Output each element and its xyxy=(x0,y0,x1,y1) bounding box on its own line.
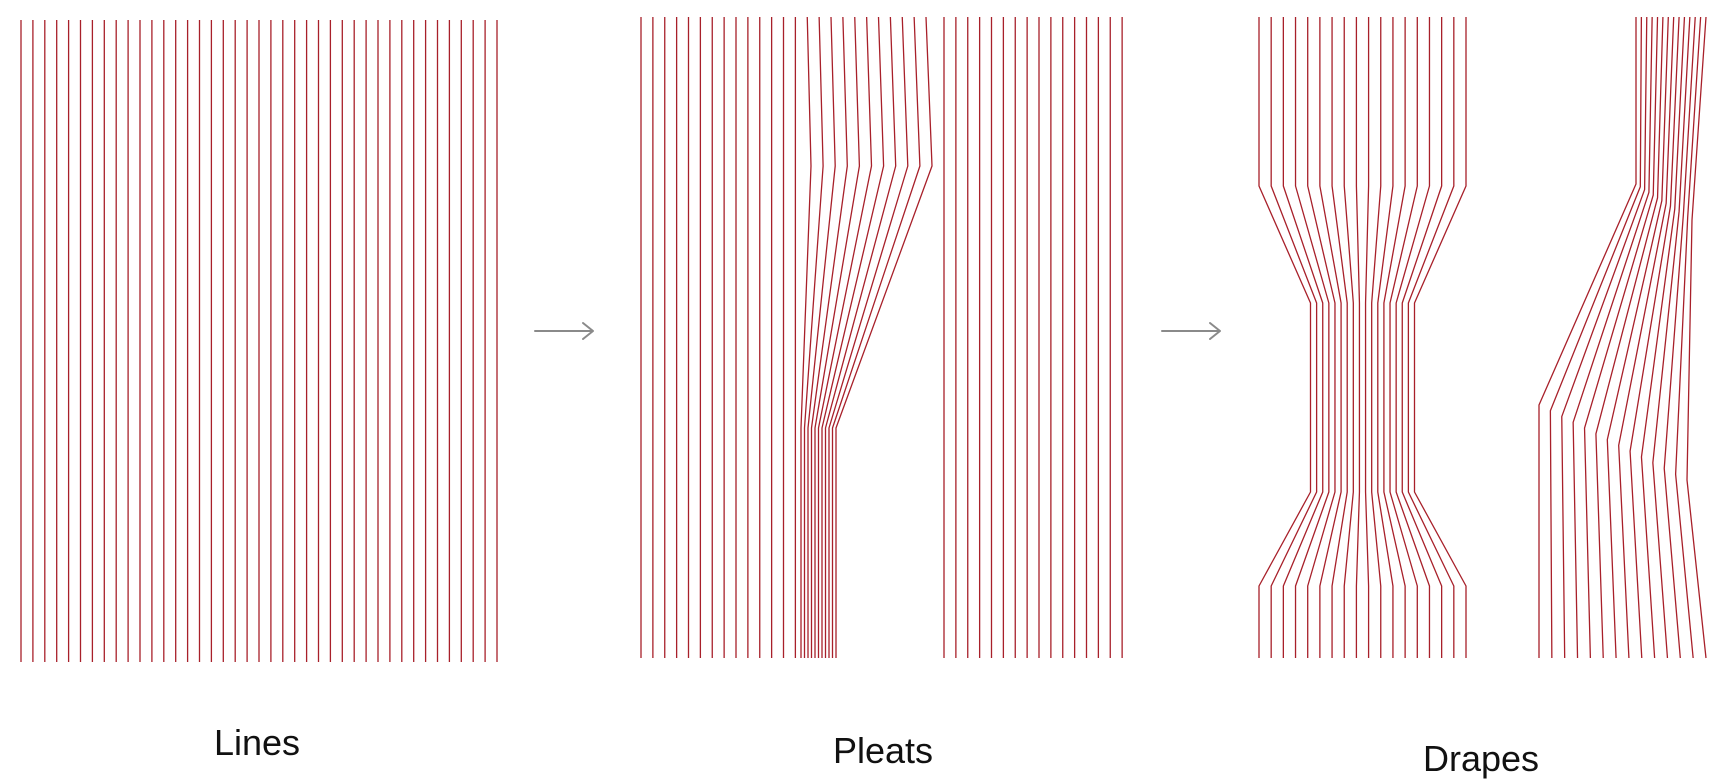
drapes-stripe xyxy=(1355,17,1361,658)
pleats-panel xyxy=(640,16,1123,658)
drapes-stripe xyxy=(1343,17,1354,658)
pleats-stripe xyxy=(835,16,933,658)
pleats-stripe xyxy=(800,16,812,658)
drapes-stripe xyxy=(1389,17,1418,658)
lines-panel xyxy=(20,20,498,662)
arrow-lines-to-pleats xyxy=(534,322,594,340)
drapes-stripe xyxy=(1270,17,1318,658)
drapes-stripe xyxy=(1401,17,1443,658)
drapes-stripe xyxy=(1583,16,1659,659)
drapes-stripe xyxy=(1407,17,1455,658)
drapes-stripe xyxy=(1561,16,1648,659)
pleats-stripe xyxy=(807,16,836,658)
drapes-stripe xyxy=(1663,16,1696,659)
drapes-stripe xyxy=(1395,17,1431,658)
pleats-stripe xyxy=(821,16,885,658)
drapes-stripe xyxy=(1549,16,1643,659)
drapes-stripe xyxy=(1371,17,1382,658)
pleats-stripe xyxy=(828,16,909,658)
drapes-stripe xyxy=(1674,16,1702,659)
pleats-stripe xyxy=(810,16,848,658)
drapes-stripe xyxy=(1686,16,1707,659)
drapes-stripe xyxy=(1331,17,1348,658)
pleats-stripe xyxy=(814,16,861,658)
drapes-right-group xyxy=(1538,16,1707,659)
drapes-stripe xyxy=(1629,16,1680,659)
drapes-stripe xyxy=(1606,16,1669,659)
pleats-stripe xyxy=(803,16,824,658)
drapes-stripe xyxy=(1294,17,1330,658)
drapes-stripe xyxy=(1572,16,1653,659)
drapes-stripe xyxy=(1364,17,1370,658)
drapes-stripe xyxy=(1652,16,1691,659)
drapes-stripe xyxy=(1282,17,1324,658)
panel-label-drapes: Drapes xyxy=(1423,738,1539,779)
pleats-stripe xyxy=(824,16,897,658)
drapes-stripe xyxy=(1640,16,1686,659)
drapes-left-group xyxy=(1258,17,1467,658)
panel-label-pleats: Pleats xyxy=(833,730,933,771)
drapes-stripe xyxy=(1413,17,1467,658)
panel-label-lines: Lines xyxy=(214,722,300,763)
pleats-stripe xyxy=(817,16,873,658)
drapes-stripe xyxy=(1377,17,1394,658)
drapes-stripe xyxy=(1618,16,1675,659)
drapes-stripe xyxy=(1319,17,1342,658)
drapes-stripe xyxy=(1538,17,1637,658)
drapes-stripe xyxy=(1595,16,1664,659)
pleats-stripe xyxy=(831,16,921,658)
drapes-stripe xyxy=(1258,17,1312,658)
drapes-stripe xyxy=(1307,17,1336,658)
drapes-stripe xyxy=(1383,17,1406,658)
arrow-pleats-to-drapes xyxy=(1161,322,1221,340)
